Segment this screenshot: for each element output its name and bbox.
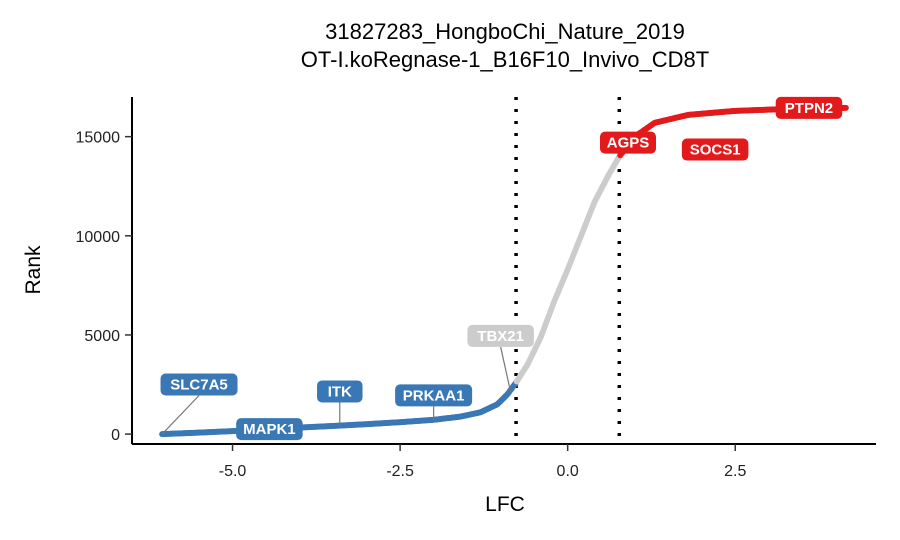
label-background [467,324,534,347]
label-text: TBX21 [477,328,524,345]
label-connector [500,346,512,393]
y-axis-title: Rank [22,245,45,295]
gene-label-tbx21: TBX21 [467,324,534,393]
x-tick-label: 2.5 [724,463,746,480]
label-background [600,131,656,154]
label-connector [161,395,200,435]
chart-title: 31827283_HongboChi_Nature_2019 [325,19,685,44]
x-axis-title: LFC [485,493,525,516]
x-tick-label: -2.5 [386,463,414,480]
data-point [842,104,849,111]
gene-label-slc7a5: SLC7A5 [160,373,238,435]
gene-label-prkaa1: PRKAA1 [395,384,473,420]
y-tick-label: 15000 [76,130,121,147]
x-axis-ticks: -5.0 -2.5 0.0 2.5 [219,444,746,480]
label-text: PTPN2 [785,100,833,117]
gene-label-ptpn2: PTPN2 [775,96,843,119]
y-axis-ticks: 0 5000 10000 15000 [76,130,132,444]
label-text: MAPK1 [243,421,296,438]
label-text: AGPS [607,135,650,152]
label-background [317,380,363,403]
label-text: ITK [328,383,352,400]
x-tick-label: -5.0 [219,463,247,480]
gene-label-mapk1: MAPK1 [236,418,303,441]
y-tick-label: 10000 [76,229,121,246]
chart-subtitle: OT-I.koRegnase-1_B16F10_Invivo_CD8T [301,47,709,72]
label-background [681,138,749,161]
label-background [160,373,238,396]
y-tick-label: 0 [111,427,120,444]
gene-label-socs1: SOCS1 [681,138,749,161]
label-background [236,418,303,441]
y-tick-label: 5000 [84,328,120,345]
gene-label-itk: ITK [317,380,363,426]
x-tick-label: 0.0 [557,463,579,480]
gene-labels: SLC7A5 MAPK1 ITK PRKAA1 TBX21 AGPS SOCS1 PTPN2 [160,96,843,441]
label-text: PRKAA1 [403,387,465,404]
label-text: SOCS1 [690,142,741,159]
label-text: SLC7A5 [170,377,228,394]
label-background [775,96,843,119]
gene-label-agps: AGPS [600,131,656,154]
label-background [395,384,473,407]
